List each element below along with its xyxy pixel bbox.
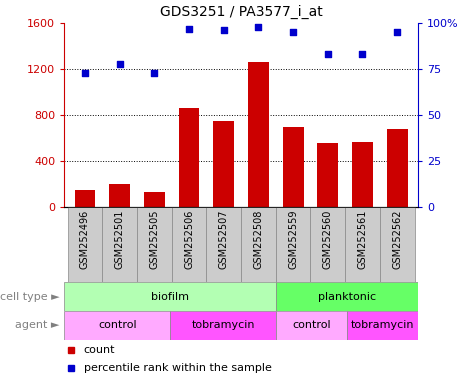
Text: GSM252560: GSM252560 [323,210,333,269]
Text: GSM252506: GSM252506 [184,210,194,269]
Text: agent ►: agent ► [15,320,59,331]
Bar [276,311,347,340]
Text: control: control [98,320,136,331]
Text: biofilm: biofilm [152,291,189,302]
Bar [75,190,95,207]
Bar [387,129,408,207]
Bar [241,207,276,282]
Bar [144,192,165,207]
Text: control: control [293,320,331,331]
Point [393,29,401,35]
Bar [102,207,137,282]
Text: cell type ►: cell type ► [0,291,59,302]
Bar [64,311,171,340]
Point [185,25,193,31]
Text: percentile rank within the sample: percentile rank within the sample [84,362,272,373]
Bar [206,207,241,282]
Text: GSM252507: GSM252507 [218,210,229,269]
Bar [352,142,373,207]
Text: GSM252501: GSM252501 [114,210,124,269]
Bar [317,143,338,207]
Bar [171,207,206,282]
Point [220,27,228,33]
Bar [109,184,130,207]
Point [359,51,366,58]
Point [289,29,297,35]
Bar [276,207,311,282]
Text: tobramycin: tobramycin [351,320,414,331]
Point [255,24,262,30]
Bar [67,207,102,282]
Bar [347,311,418,340]
Bar [380,207,415,282]
Text: planktonic: planktonic [318,291,376,302]
Text: count: count [84,345,115,356]
Bar [283,127,304,207]
Bar [137,207,171,282]
Text: tobramycin: tobramycin [191,320,255,331]
Point [151,70,158,76]
Bar [311,207,345,282]
Point [324,51,332,58]
Bar [345,207,380,282]
Point [116,61,124,67]
Point [81,70,89,76]
Bar [64,282,276,311]
Bar [213,121,234,207]
Text: GSM252562: GSM252562 [392,210,402,269]
Title: GDS3251 / PA3577_i_at: GDS3251 / PA3577_i_at [160,5,323,19]
Bar [248,62,269,207]
Text: GSM252505: GSM252505 [149,210,159,269]
Text: GSM252508: GSM252508 [253,210,264,269]
Bar [171,311,276,340]
Bar [276,282,418,311]
Text: GSM252559: GSM252559 [288,210,298,269]
Bar [179,108,200,207]
Text: GSM252561: GSM252561 [358,210,368,269]
Text: GSM252496: GSM252496 [80,210,90,269]
